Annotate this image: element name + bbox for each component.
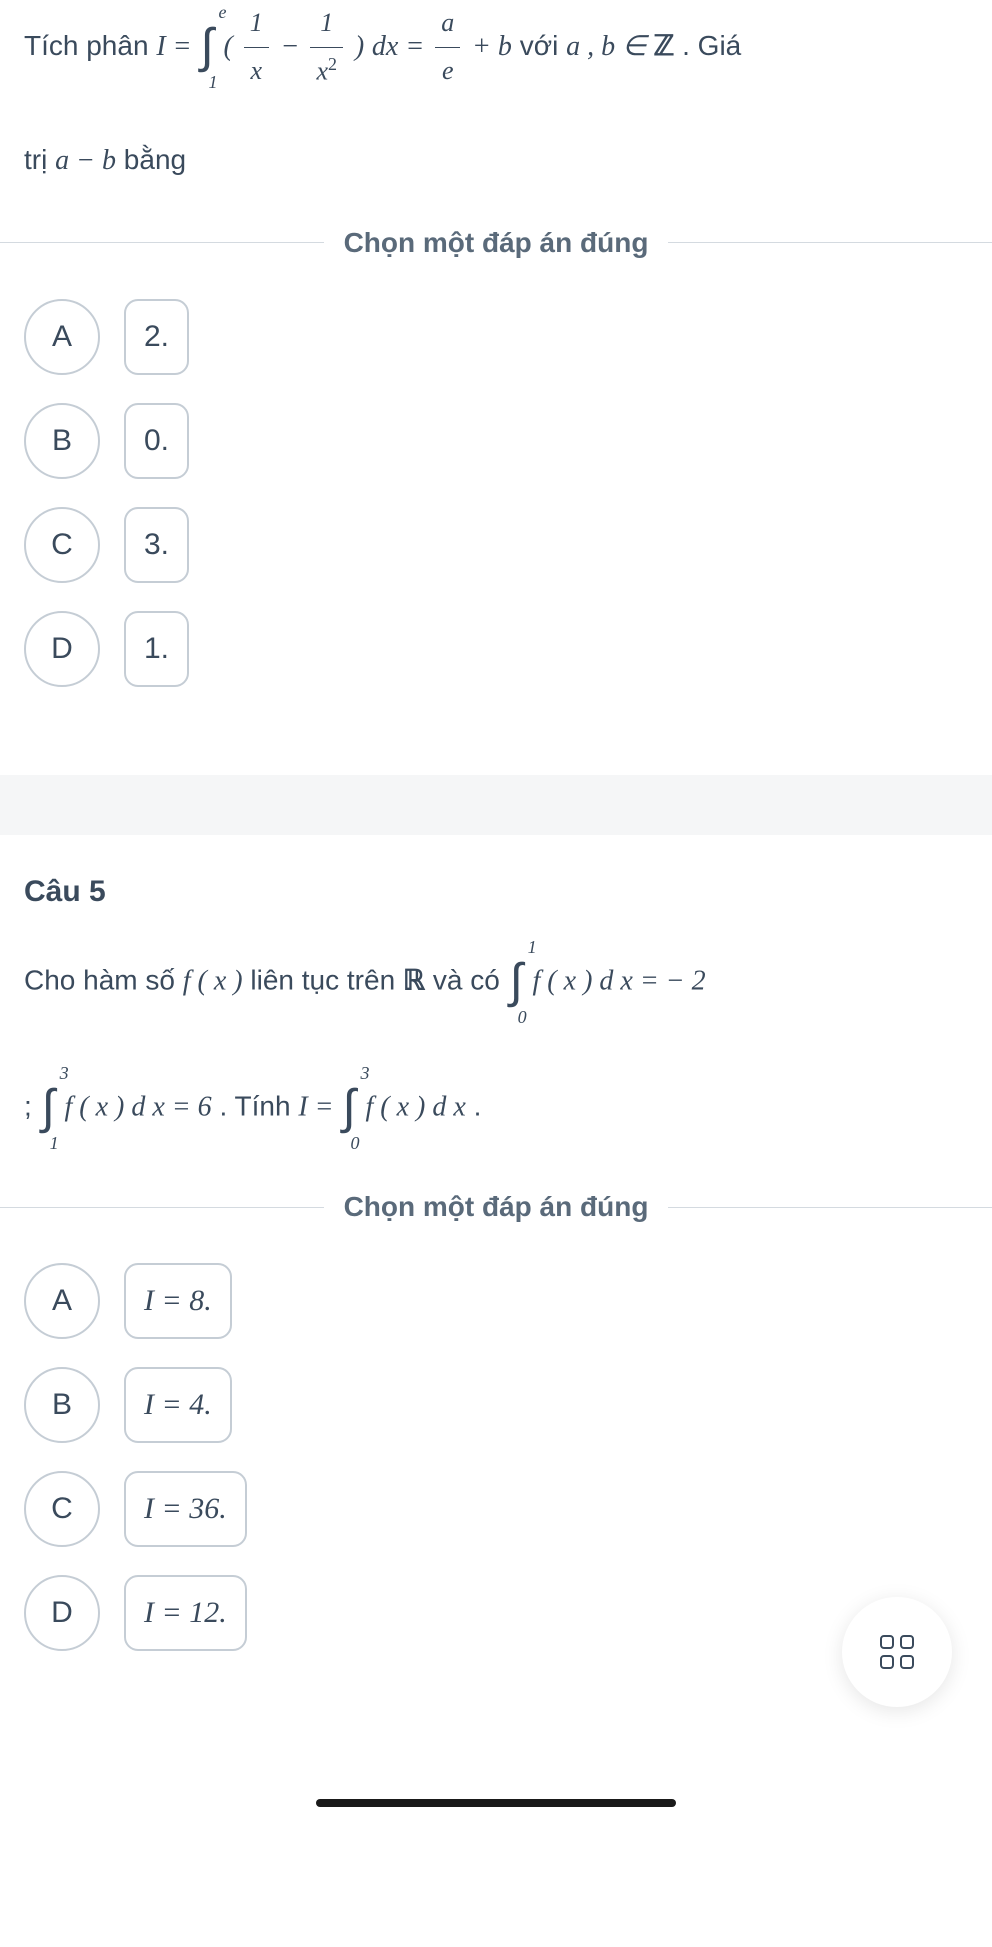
tri: trị [24,144,55,175]
int-upper: 3 [361,1057,370,1089]
option-row: A 2. [24,299,968,375]
fraction-3: a e [435,0,460,95]
question-5-title: Câu 5 [0,875,992,909]
option-row: C I = 36. [24,1471,968,1547]
divider-line [668,242,992,243]
prompt-label: Chọn một đáp án đúng [324,1191,669,1223]
frac1-num: 1 [244,0,269,48]
option-d-letter[interactable]: D [24,611,100,687]
int3-expr: f ( x ) d x [365,1092,465,1123]
int-lower: 0 [351,1127,360,1159]
option-a-letter[interactable]: A [24,299,100,375]
plus-b: + b [472,31,512,62]
question-4-text: Tích phân I = e ∫ 1 ( 1 x − 1 x2 ) dx = … [24,0,968,95]
int-lower: 0 [518,1001,527,1033]
minus: − [281,31,307,62]
option-b-letter[interactable]: B [24,403,100,479]
divider-line [0,1207,324,1208]
frac1-den: x [244,48,269,95]
R-symbol: ℝ [403,965,425,996]
q5-fx: f ( x ) [183,965,243,996]
question-5: Cho hàm số f ( x ) liên tục trên ℝ và có… [0,939,992,1152]
frac3-num: a [435,0,460,48]
option-row: A I = 8. [24,1263,968,1339]
option-b-letter[interactable]: B [24,1367,100,1443]
option-c-value[interactable]: I = 36. [124,1471,247,1547]
option-d-value[interactable]: 1. [124,611,189,687]
divider-line [668,1207,992,1208]
lparen: ( [223,31,239,62]
int2-expr: f ( x ) d x = 6 [65,1092,212,1123]
prompt-label: Chọn một đáp án đúng [324,227,669,259]
Z-symbol: ℤ [653,31,674,62]
section-gap [0,775,992,835]
question-5-line2: ; 3 ∫ 1 f ( x ) d x = 6 . Tính I = 3 ∫ 0… [24,1065,968,1151]
q5-I: I = [298,1092,340,1123]
int-lower: 1 [50,1127,59,1159]
option-b-value[interactable]: I = 4. [124,1367,232,1443]
prompt-divider-q5: Chọn một đáp án đúng [0,1191,992,1223]
question-4-line2: trị a − b bằng [24,135,968,186]
q5-l1c: và có [433,964,508,995]
option-d-letter[interactable]: D [24,1575,100,1651]
option-row: C 3. [24,507,968,583]
gia: . Giá [682,30,741,61]
frac3-den: e [435,48,460,95]
option-a-letter[interactable]: A [24,1263,100,1339]
int-upper: e [219,0,227,29]
fraction-1: 1 x [244,0,269,95]
fraction-2: 1 x2 [310,0,343,95]
q4-I: I = [156,31,198,62]
frac2-num: 1 [310,0,343,48]
int-upper: 1 [528,931,537,963]
q4-options: A 2. B 0. C 3. D 1. [0,299,992,775]
grid-icon [880,1635,914,1669]
q5-l1b: liên tục trên [250,964,403,995]
tinh: . Tính [219,1091,298,1122]
q5-options: A I = 8. B I = 4. C I = 36. D I = 12. [0,1263,992,1739]
ab-in: a , b ∈ [566,31,653,62]
q5-l1a: Cho hàm số [24,964,183,995]
question-5-line1: Cho hàm số f ( x ) liên tục trên ℝ và có… [24,939,968,1025]
option-row: B 0. [24,403,968,479]
option-a-value[interactable]: 2. [124,299,189,375]
int1-expr: f ( x ) d x = − 2 [533,965,706,996]
option-a-value[interactable]: I = 8. [124,1263,232,1339]
question-4: Tích phân I = e ∫ 1 ( 1 x − 1 x2 ) dx = … [0,0,992,187]
option-row: D I = 12. [24,1575,968,1651]
bang: bằng [124,144,186,175]
with-text: với [520,30,566,61]
int-upper: 3 [60,1057,69,1089]
home-indicator[interactable] [316,1799,676,1807]
period: . [474,1091,482,1122]
integral-1: e ∫ 1 [201,4,214,90]
int-lower: 1 [209,66,218,98]
prompt-divider-q4: Chọn một đáp án đúng [0,227,992,259]
a-minus-b: a − b [55,145,116,176]
option-d-value[interactable]: I = 12. [124,1575,247,1651]
rparen: ) [355,31,364,62]
integral-q5-3: 3 ∫ 0 [343,1065,356,1151]
integral-q5-1: 1 ∫ 0 [510,939,523,1025]
option-c-value[interactable]: 3. [124,507,189,583]
option-row: D 1. [24,611,968,687]
grid-menu-button[interactable] [842,1597,952,1707]
divider-line [0,242,324,243]
option-row: B I = 4. [24,1367,968,1443]
frac2-den: x2 [310,48,343,95]
semicolon: ; [24,1091,40,1122]
option-b-value[interactable]: 0. [124,403,189,479]
integral-q5-2: 3 ∫ 1 [42,1065,55,1151]
option-c-letter[interactable]: C [24,507,100,583]
option-c-letter[interactable]: C [24,1471,100,1547]
dx: dx = [372,31,431,62]
q4-prefix: Tích phân [24,30,156,61]
